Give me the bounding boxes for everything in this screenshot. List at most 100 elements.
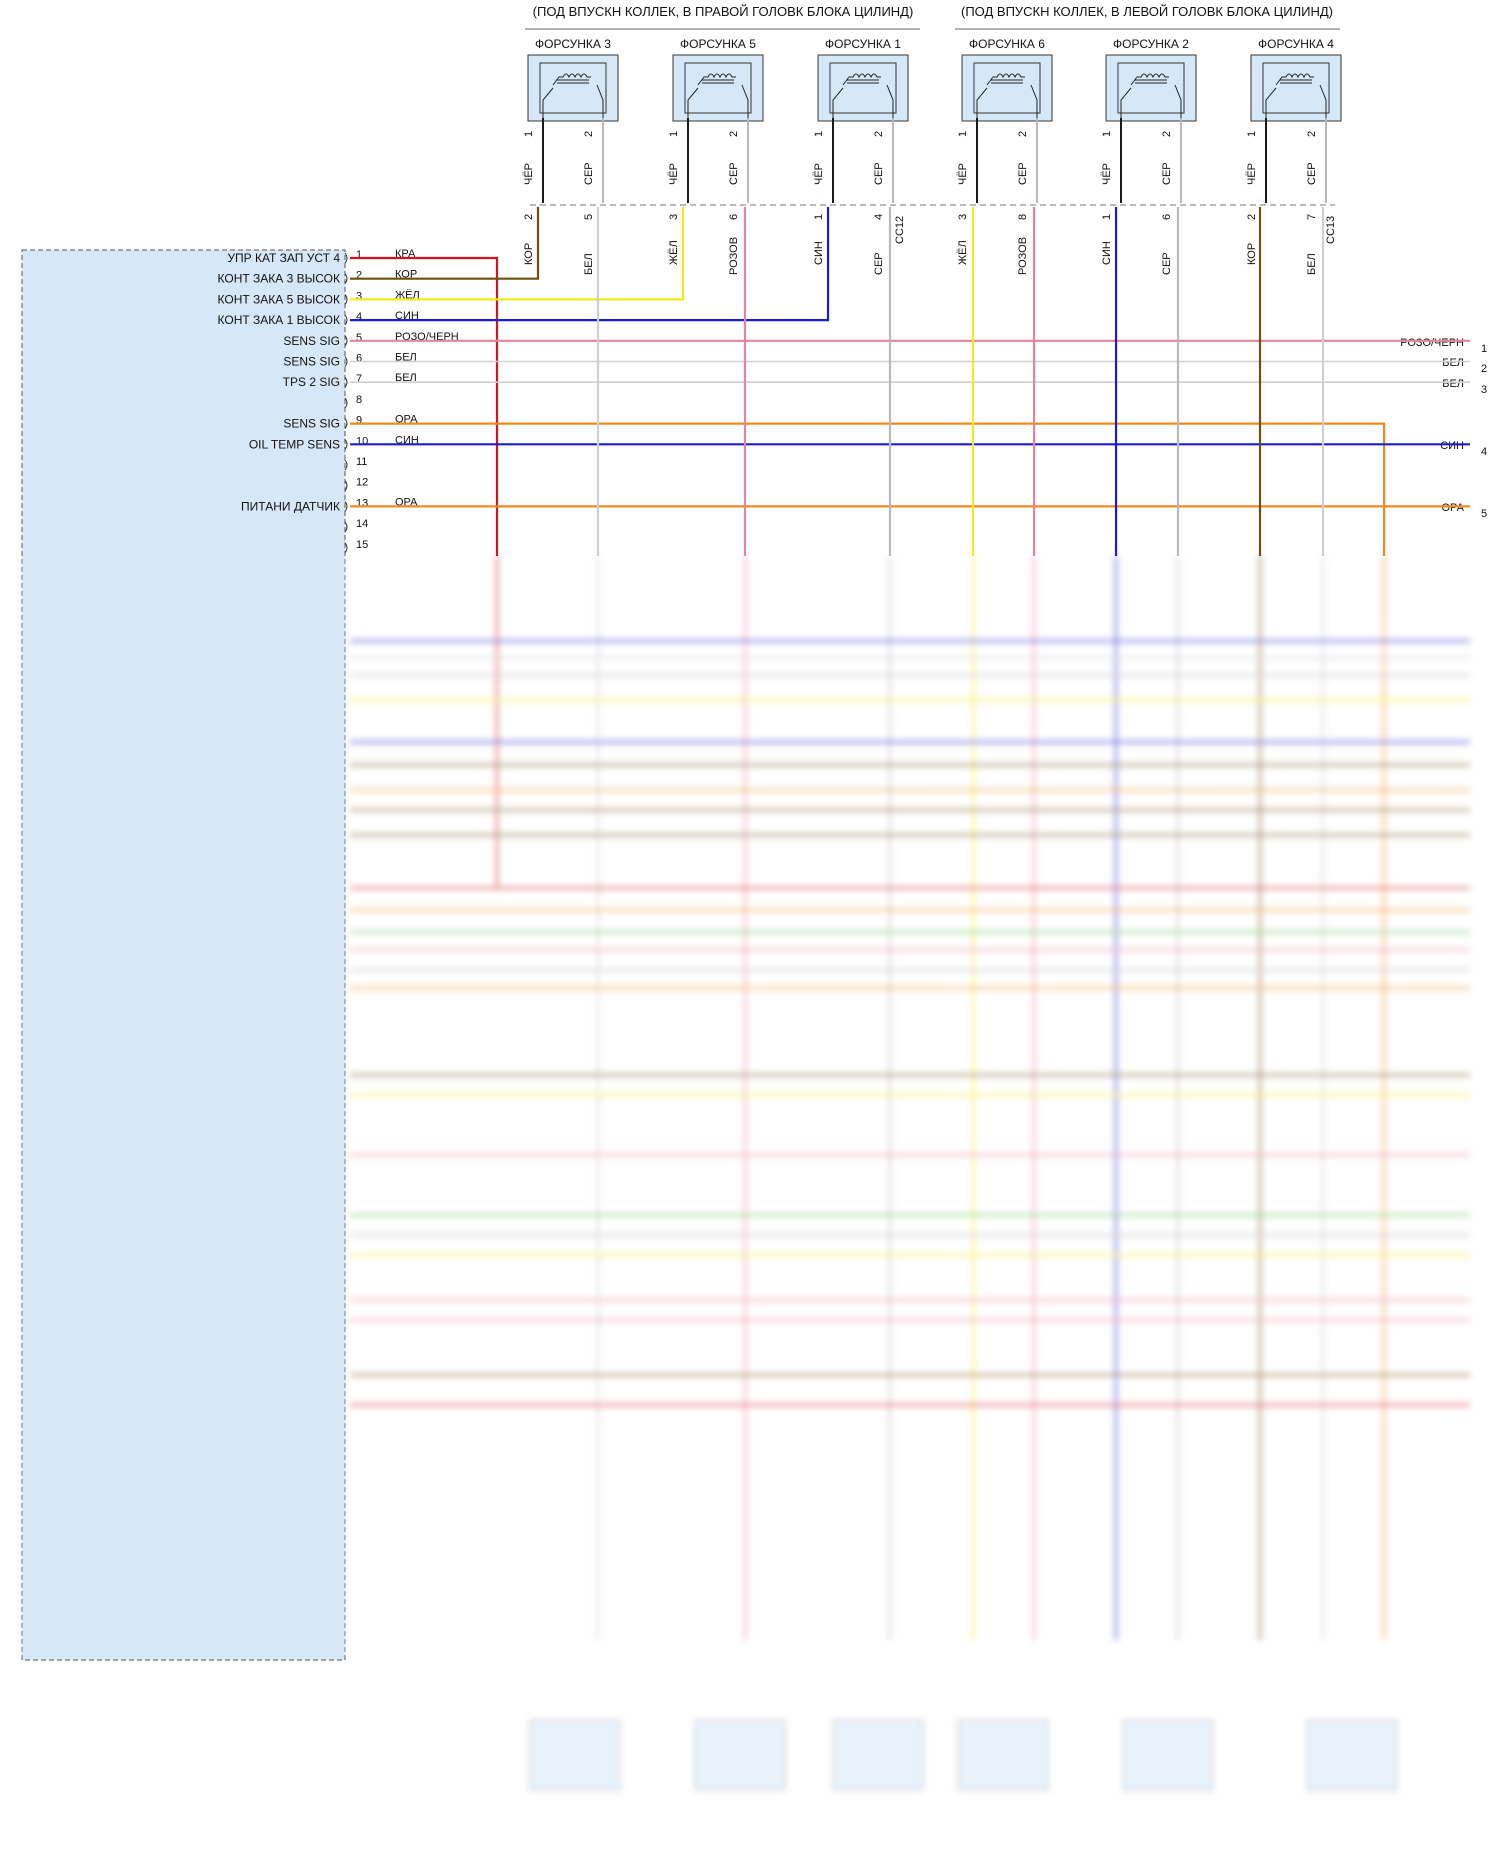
connector-pin-number: 3 [668, 214, 680, 220]
pcm-wire-label: БЕЛ [395, 352, 417, 364]
harness-wire-label: СИН [1101, 241, 1113, 265]
connector-pin-number: 7 [1306, 214, 1318, 220]
pcm-pin-number: 10 [356, 435, 368, 447]
injector-label: ФОРСУНКА 5 [680, 37, 756, 51]
solenoid-coil-icon [842, 73, 881, 86]
injector-wire-label: ЧЁР [1246, 163, 1258, 185]
injector-pin-number: 2 [583, 131, 595, 137]
injector-label: ФОРСУНКА 1 [825, 37, 901, 51]
connector-pin-number: 3 [957, 214, 969, 220]
injector-pin-number: 2 [1017, 131, 1029, 137]
injector-4: ФОРСУНКА 6 1 2 ЧЁР СЕР 3 8 ЖЁЛ РОЗОВ [957, 37, 1053, 275]
pcm-pin-terminal [344, 480, 348, 492]
output-wire-label: БЕЛ [1442, 378, 1464, 390]
harness-wire-label: СЕР [1161, 252, 1173, 275]
pcm-pin-number: 2 [356, 270, 362, 282]
injector-2: ФОРСУНКА 5 1 2 ЧЁР СЕР 3 6 ЖЁЛ РОЗОВ [668, 37, 764, 275]
injector-pin-number: 1 [668, 131, 680, 137]
injector-6: ФОРСУНКА 4 1 2 ЧЁР СЕР 2 7 КОР БЕЛ [1246, 37, 1342, 275]
injector-wire-label: ЧЁР [523, 163, 535, 185]
injector-box [817, 54, 909, 122]
connector-pin-number: 4 [873, 214, 885, 220]
connector-cc12: CC12 [894, 216, 906, 244]
pcm-pin-number: 9 [356, 415, 362, 427]
injector-lead [886, 84, 894, 118]
injector-lead [1030, 84, 1038, 118]
injector-label: ФОРСУНКА 3 [535, 37, 611, 51]
injector-inner [1262, 62, 1330, 114]
pcm-module [21, 249, 346, 1661]
solenoid-coil-icon [552, 73, 591, 86]
solenoid-coil-icon [1275, 73, 1314, 86]
pcm-pin-number: 15 [356, 539, 368, 551]
injector-wire-label: СЕР [873, 162, 885, 185]
left-bank-header: (ПОД ВПУСКН КОЛЛЕК, В ЛЕВОЙ ГОЛОВК БЛОКА… [961, 4, 1333, 19]
injector-pin-number: 2 [873, 131, 885, 137]
connector-pin-number: 5 [583, 214, 595, 220]
connector-pin-number: 8 [1017, 214, 1029, 220]
pcm-pin-terminal [344, 438, 348, 450]
pcm-pin-label: КОНТ ЗАКА 1 ВЫСОК [218, 313, 340, 327]
pcm-pin-terminal [344, 356, 348, 367]
injector-label: ФОРСУНКА 2 [1113, 37, 1189, 51]
injector-pin-number: 2 [728, 131, 740, 137]
pcm-pin-terminal [344, 335, 348, 347]
connector-pin-number: 1 [1101, 214, 1113, 220]
output-pin-number: 2 [1481, 363, 1487, 375]
pcm-pin-terminal [344, 376, 348, 388]
pcm-pin-label: TPS 2 SIG [283, 375, 340, 389]
injector-pin-number: 1 [523, 131, 535, 137]
harness-wire-label: РОЗОВ [728, 237, 740, 275]
harness-wire-label: КОР [1246, 243, 1258, 265]
right-bank-header: (ПОД ВПУСКН КОЛЛЕК, В ПРАВОЙ ГОЛОВК БЛОК… [533, 4, 914, 19]
connector-pin-number: 1 [813, 214, 825, 220]
harness-wire-label: ЖЁЛ [957, 240, 969, 265]
injector-lead [542, 87, 554, 118]
solenoid-coil-icon [986, 73, 1025, 86]
injector-pin-number: 2 [1306, 131, 1318, 137]
connector-pin-number: 6 [728, 214, 740, 220]
harness-wire-label: БЕЛ [583, 253, 595, 275]
pcm-pin-terminal [344, 294, 348, 305]
pcm-pin-terminal [344, 273, 348, 285]
pcm-pin-number: 13 [356, 497, 368, 509]
injector-5: ФОРСУНКА 2 1 2 ЧЁР СЕР 1 6 СИН СЕР [1101, 37, 1197, 275]
connector-pin-number: 6 [1161, 214, 1173, 220]
injector-box [672, 54, 764, 122]
injector-lead [1319, 84, 1327, 118]
harness-wire-label: ЖЁЛ [668, 240, 680, 265]
injector-3: ФОРСУНКА 1 1 2 ЧЁР СЕР 1 4 СИН СЕР [813, 37, 909, 275]
pcm-pin-number: 1 [356, 249, 362, 261]
injector-pin-number: 1 [1246, 131, 1258, 137]
pcm-pin-label: УПР КАТ ЗАП УСТ 4 [227, 251, 340, 265]
pcm-pin-number: 12 [356, 477, 368, 489]
harness-wire-label: СЕР [873, 252, 885, 275]
injector-lead [1174, 84, 1182, 118]
connector-pin-number: 2 [1246, 214, 1258, 220]
injector-1: ФОРСУНКА 3 1 2 ЧЁР СЕР 2 5 КОР БЕЛ [523, 37, 619, 275]
injector-wire-label: СЕР [583, 162, 595, 185]
connector-pin-number: 2 [523, 214, 535, 220]
injector-wire-label: СЕР [1017, 162, 1029, 185]
output-pin-number: 1 [1481, 343, 1487, 355]
pcm-pin-terminal [344, 501, 348, 512]
pcm-pin-terminal [344, 314, 348, 326]
injector-box [961, 54, 1053, 122]
injector-inner [539, 62, 607, 114]
injector-label: ФОРСУНКА 6 [969, 37, 1045, 51]
pcm-pin-number: 11 [356, 456, 367, 468]
pcm-pin-terminal [344, 542, 348, 554]
injector-lead [976, 87, 988, 118]
injector-pin-number: 1 [1101, 131, 1113, 137]
output-pin-number: 4 [1481, 446, 1487, 458]
output-wire-label: СИН [1440, 440, 1464, 452]
harness-wire-label: КОР [523, 243, 535, 265]
injector-lead [1265, 87, 1277, 118]
output-wire-label: ОРА [1442, 502, 1465, 514]
injector-wire-label: ЧЁР [957, 163, 969, 185]
injector-inner [829, 62, 897, 114]
harness-wire-label: СИН [813, 241, 825, 265]
injector-box [1105, 54, 1197, 122]
wire-blue-pin4 [350, 207, 830, 322]
output-pin-number: 5 [1481, 508, 1487, 520]
